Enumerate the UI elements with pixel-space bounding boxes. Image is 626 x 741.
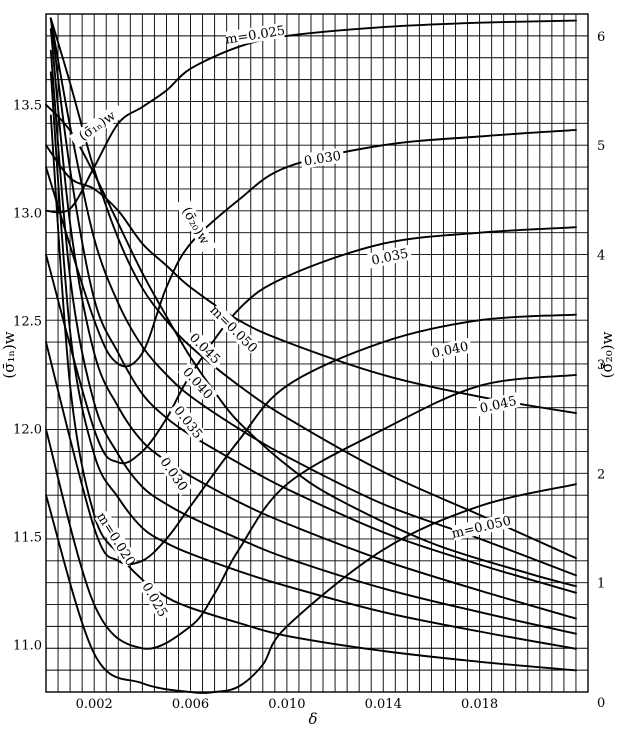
plot-frame: [45, 13, 589, 693]
series-label-background: [367, 244, 413, 269]
x-tick-label: 0.018: [461, 697, 498, 712]
series-curve-sigma20: [45, 373, 577, 650]
series-label-group: 0.035: [169, 400, 208, 444]
x-tick-label: 0.014: [365, 697, 402, 712]
series-label: 0.030: [303, 149, 342, 170]
series-curve-sigma1n: [49, 17, 577, 577]
series-label: 0.035: [370, 246, 410, 268]
tick-labels: 0.002 0.006 0.010 0.014 0.018 11.0 11.5 12.0 12.…: [13, 30, 605, 712]
series-curve-sigma1n: [49, 17, 577, 560]
y-left-tick-label: 11.5: [13, 531, 42, 546]
series-label: (σ̄₁ₙ)w: [76, 108, 118, 144]
curves: [45, 17, 577, 694]
series-label-group: m=0.025: [224, 22, 286, 48]
y-left-tick-label: 12.0: [13, 423, 42, 438]
series-label-background: [427, 337, 473, 362]
series-curve-sigma20: [45, 19, 577, 214]
series-label: 0.030: [157, 455, 191, 494]
y-right-tick-label: 2: [597, 467, 605, 482]
series-label-group: 0.030: [300, 147, 345, 170]
series-curve-sigma1n: [49, 17, 577, 594]
y-axis-title-left: (σ̄₁ₙ)w: [0, 331, 18, 378]
y-left-tick-label: 11.0: [13, 638, 42, 653]
series-label-background: [174, 196, 217, 255]
series-label: 0.025: [138, 580, 170, 620]
x-tick-label: 0.010: [268, 697, 305, 712]
series-label-group: (σ̄₂₀)w: [174, 196, 217, 255]
y-right-tick-label: 1: [597, 577, 605, 592]
series-label: 0.035: [170, 403, 205, 442]
series-curve-sigma20: [45, 128, 577, 368]
y-right-tick-label: 6: [597, 30, 605, 45]
series-label-background: [184, 327, 226, 369]
x-axis-title: δ: [308, 710, 317, 728]
series-label: 0.040: [430, 339, 470, 361]
y-left-tick-label: 13.5: [13, 99, 42, 114]
series-label-group: 0.045: [475, 392, 521, 417]
curve-labels: 0.0250.0300.0350.0400.045m=0.050m=0.020(…: [69, 22, 521, 622]
x-tick-label: 0.006: [172, 697, 209, 712]
series-curve-sigma1n: [49, 114, 577, 672]
series-curve-sigma20: [45, 483, 577, 694]
series-label-group: 0.040: [427, 337, 473, 362]
series-label-background: [178, 362, 218, 405]
y-right-tick-label: 0: [597, 696, 605, 711]
series-label-background: [225, 22, 285, 47]
series-label-background: [169, 400, 208, 444]
series-label-background: [300, 147, 345, 169]
y-right-tick-label: 4: [597, 249, 605, 264]
y-axis-title-right: (σ̄₂₀)w: [598, 331, 616, 378]
y-left-tick-label: 12.5: [13, 315, 42, 330]
series-label-background: [69, 102, 125, 149]
series-label-background: [155, 452, 193, 497]
series-label-group: 0.035: [367, 244, 413, 269]
series-label-background: [451, 512, 512, 541]
series-label-background: [475, 392, 521, 417]
series-label-background: [137, 577, 173, 622]
series-label: m=0.050: [450, 514, 512, 542]
series-label: m=0.025: [224, 23, 286, 47]
series-curve-sigma1n: [49, 49, 577, 635]
y-right-tick-label: 3: [597, 358, 605, 373]
series-label-background: [94, 510, 139, 568]
series-curve-sigma20: [45, 144, 577, 415]
y-left-tick-label: 13.0: [13, 207, 42, 222]
series-label-background: [208, 303, 260, 355]
x-tick-label: 0.002: [76, 697, 113, 712]
series-curve-sigma20: [45, 313, 577, 566]
y-right-tick-label: 5: [597, 139, 605, 154]
